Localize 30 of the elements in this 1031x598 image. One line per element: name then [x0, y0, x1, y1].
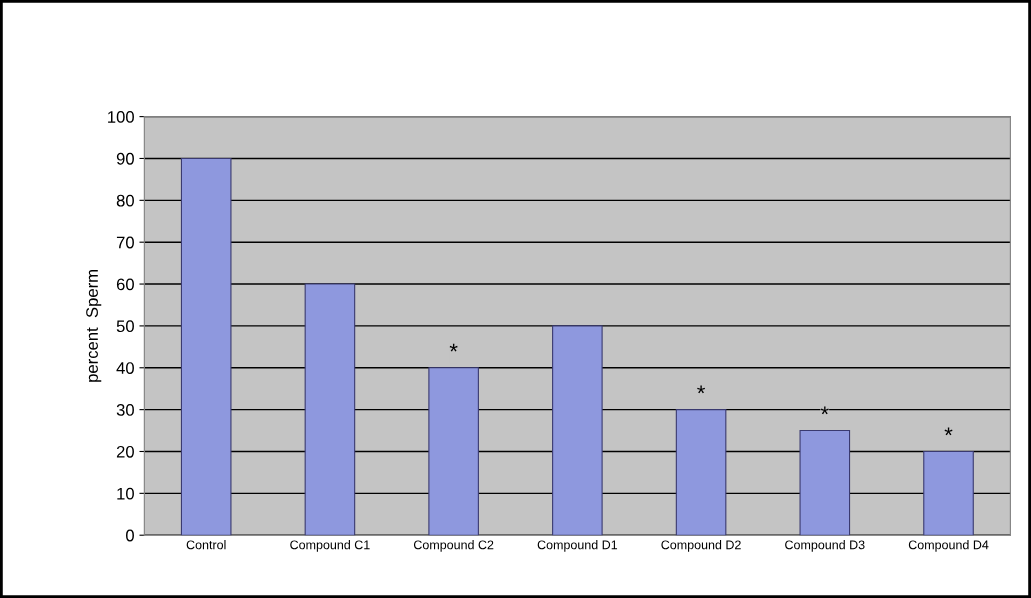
- bar: [428, 367, 479, 536]
- annotation: *: [697, 385, 706, 394]
- y-tick-label: 60: [116, 278, 134, 291]
- x-tick-label: Compound C1: [290, 540, 370, 552]
- y-tick-label: 70: [116, 236, 134, 249]
- y-tick-label: 30: [116, 404, 134, 416]
- x-tick-label: Compound D2: [661, 540, 741, 552]
- annotation: *: [449, 343, 458, 352]
- bar: [180, 157, 232, 536]
- bar: [552, 325, 603, 536]
- x-tick-label: Compound C2: [413, 540, 494, 552]
- bar: [304, 283, 356, 536]
- annotation: *: [820, 406, 829, 415]
- x-tick-label: Compound D1: [537, 540, 618, 552]
- y-tick-label: 40: [116, 362, 134, 374]
- bar: [675, 409, 727, 536]
- y-axis-title: percent Sperm: [86, 270, 102, 382]
- annotation: *: [944, 427, 953, 436]
- bar: [799, 430, 851, 536]
- y-tick-label: 90: [116, 152, 134, 165]
- x-tick-label: Compound D4: [908, 540, 989, 552]
- y-tick-label: 10: [117, 487, 134, 500]
- y-tick-label: 20: [116, 445, 134, 458]
- y-tick-label: 100: [108, 111, 134, 123]
- y-tick-label: 80: [116, 194, 134, 207]
- x-tick-label: Control: [186, 540, 226, 550]
- x-tick-label: Compound D3: [785, 540, 865, 552]
- bar: [923, 450, 974, 536]
- y-tick-label: 50: [116, 320, 134, 333]
- y-tick-label: 0: [126, 529, 134, 542]
